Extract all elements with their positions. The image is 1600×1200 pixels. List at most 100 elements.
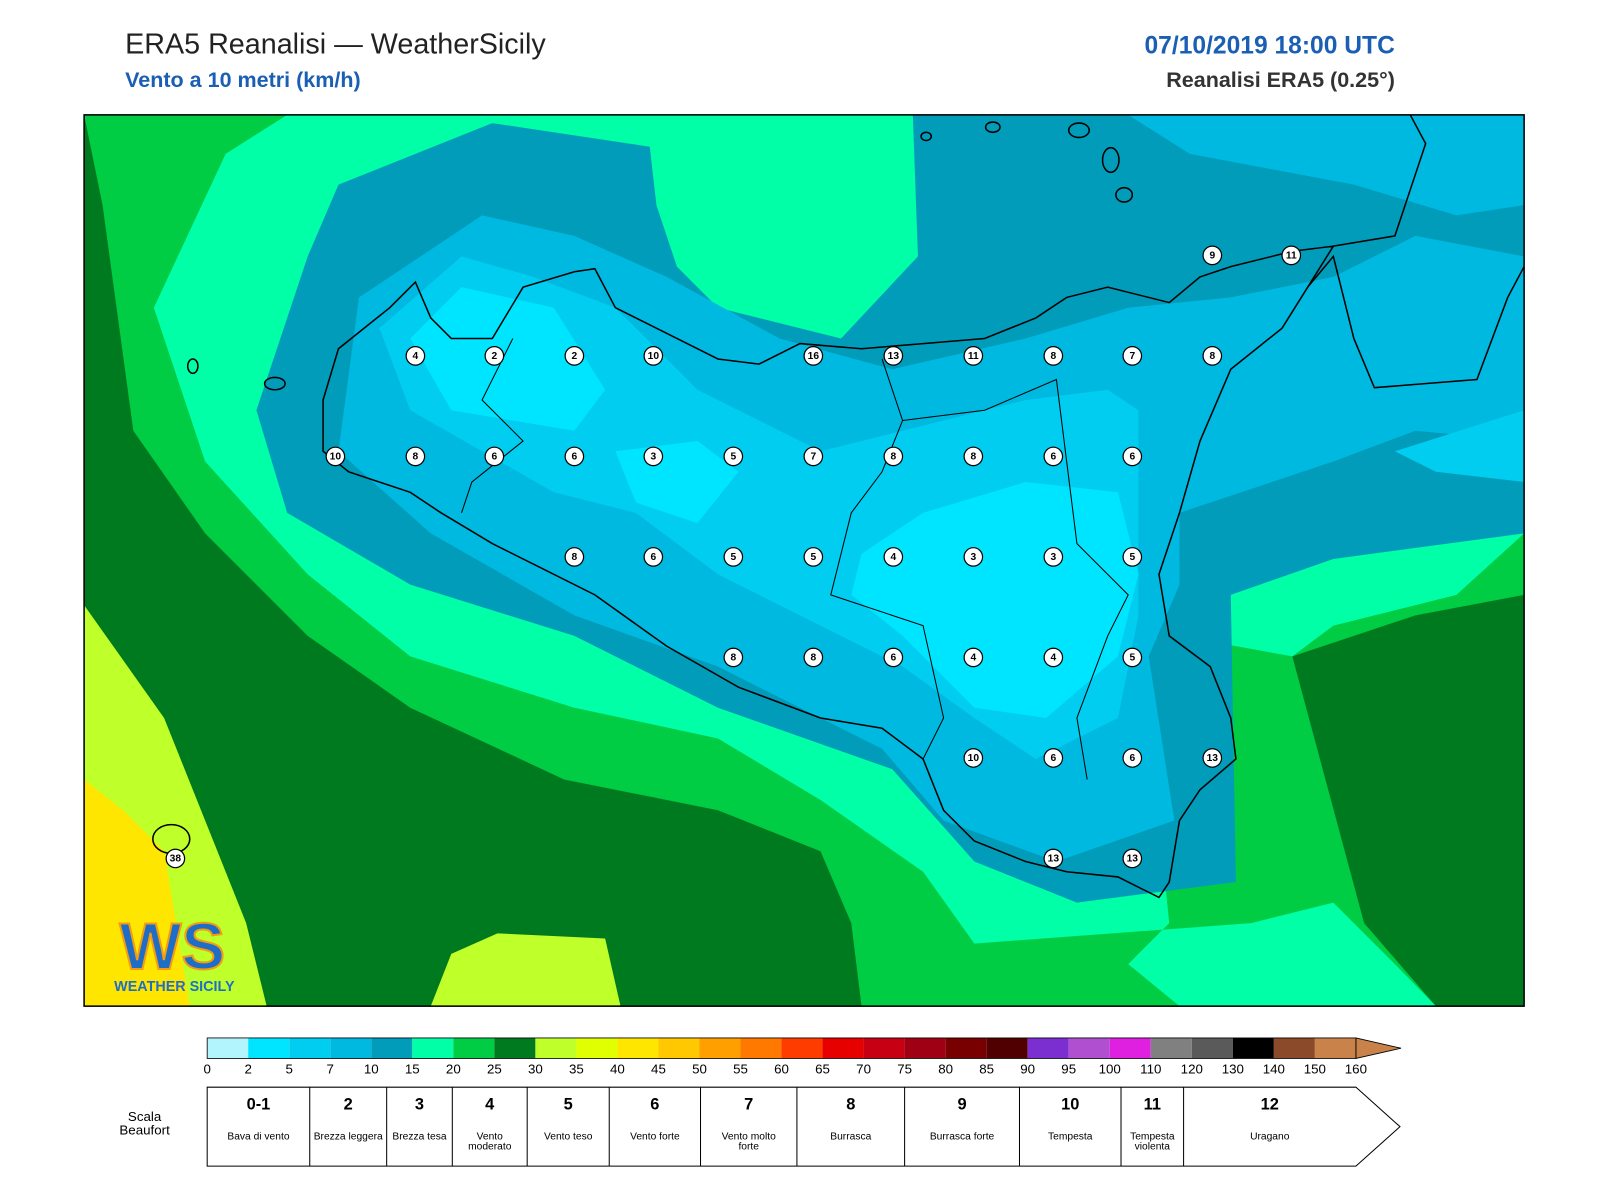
calabria [1333,114,1427,247]
color-swatch [1191,1037,1233,1059]
station-value: 8 [890,451,896,462]
station-value: 4 [1050,652,1056,663]
station: 8 [723,647,744,668]
logo-caption: WEATHER SICILY [114,979,235,995]
station: 2 [564,346,585,366]
beaufort-force: 12 [1261,1096,1279,1114]
colorbar-tick-label: 60 [774,1061,789,1076]
station-value: 5 [1129,552,1135,563]
station-marker [484,446,505,467]
beaufort-frame [206,1086,1401,1167]
station-marker [963,547,984,567]
station-marker [1122,848,1143,869]
station: 6 [643,547,664,567]
beaufort-name-box: Vento moderato [468,1132,511,1152]
station: 8 [1043,346,1064,366]
beaufort-name-box: Burrasca [830,1132,872,1143]
station-value: 8 [810,652,816,663]
beaufort-name: Brezza leggera [313,1132,383,1143]
station: 7 [1122,346,1143,366]
beaufort-name: Burrasca [830,1132,872,1143]
color-swatch [1109,1037,1151,1059]
contour [646,114,918,339]
beaufort-scale: Scala Beaufort 0-1 Bava di vento 2 Brezza le… [119,1086,1401,1167]
coastline [152,114,1525,899]
station-marker [1202,748,1223,768]
colorbar-tick-label: 85 [979,1061,994,1076]
island [1067,122,1090,139]
station-value: 3 [970,552,976,563]
color-swatch [1027,1037,1069,1059]
station-marker [1122,748,1143,768]
station-marker [1043,848,1064,869]
station-marker [803,547,824,567]
station-value: 9 [1209,250,1215,261]
station-value: 13 [1127,853,1139,864]
colorbar-tick-label: 130 [1222,1061,1244,1076]
beaufort-force: 10 [1061,1096,1079,1114]
station-marker [723,446,744,467]
station-value: 6 [492,451,498,462]
colorbar-tick-label: 160 [1345,1061,1367,1076]
station: 5 [723,446,744,467]
province-border [830,358,945,760]
station-marker [883,547,904,567]
contour [430,933,621,1007]
station-value: 8 [572,552,578,563]
station-value: 5 [730,451,736,462]
station-value: 8 [1050,351,1056,362]
station-value: 10 [968,753,980,764]
station-marker [643,346,664,366]
station-marker [1043,748,1064,768]
beaufort-force: 8 [846,1096,855,1114]
station: 6 [564,446,585,467]
station-marker [643,446,664,467]
station-value: 4 [970,652,976,663]
beaufort-force: 7 [744,1096,753,1114]
station: 8 [963,446,984,467]
station-value: 3 [1050,552,1056,563]
subtitle: Vento a 10 metri (km/h) [125,68,361,92]
island [1115,186,1134,203]
colorbar-tick-label: 10 [364,1061,379,1076]
station: 13 [1043,848,1064,869]
station: 8 [803,647,824,668]
station: 6 [1122,748,1143,768]
station-value: 2 [572,351,578,362]
station-value: 4 [413,351,419,362]
station: 4 [963,647,984,668]
station-value: 6 [572,451,578,462]
station-value: 6 [1129,451,1135,462]
station-marker [1043,446,1064,467]
station-value: 11 [1286,250,1297,261]
colorbar-tick-label: 50 [692,1061,707,1076]
stations: 9 11 4 2 2 10 16 13 11 8 7 8 10 8 6 6 3 5 7 8 8 6 6 8 6 5 5 4 3 3 5 8 8 6… [165,245,1302,869]
colorbar-tick-label: 65 [815,1061,830,1076]
station: 3 [963,547,984,567]
island [1101,146,1120,174]
beaufort-name-box: Tempesta violenta [1130,1132,1174,1152]
color-swatch [699,1037,741,1059]
station-marker [803,446,824,467]
colorbar: 0 2 5 7 10 15 20 25 30 35 40 45 50 55 60 65 70 75 80 85 90 95… [203,1037,1402,1076]
station-value: 13 [1207,753,1219,764]
beaufort-title-box: Scala Beaufort [119,1110,169,1137]
station-value: 5 [810,552,816,563]
station-value: 13 [888,351,900,362]
station-marker [1122,547,1143,567]
color-swatch [248,1037,290,1059]
station-marker [803,647,824,668]
beaufort-name-box: Uragano [1250,1132,1289,1142]
station-value: 8 [413,451,419,462]
station-value: 8 [730,652,736,663]
station: 11 [963,346,984,366]
station-value: 13 [1048,853,1060,864]
colorbar-tick-label: 140 [1263,1061,1285,1076]
color-swatch [576,1037,618,1059]
station-marker [1043,647,1064,668]
station: 5 [803,547,824,567]
station-value: 6 [1129,753,1135,764]
station-marker [405,446,426,467]
color-swatch [453,1037,495,1059]
